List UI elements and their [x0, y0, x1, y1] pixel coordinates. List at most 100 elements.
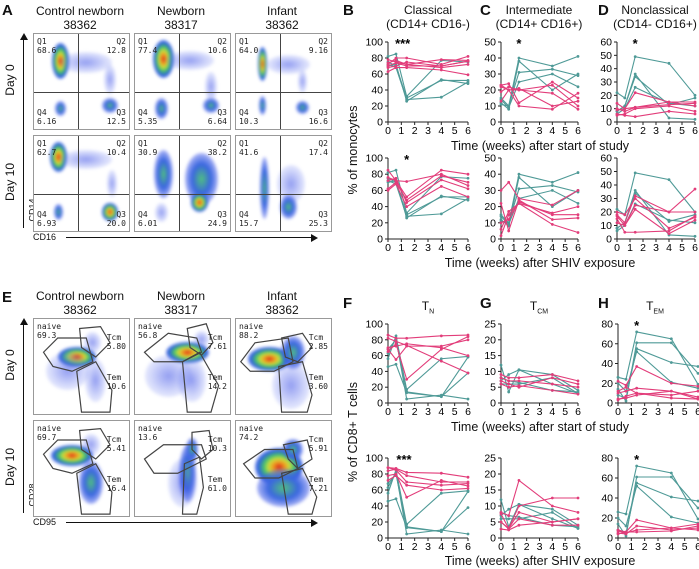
- data-point-teal: [386, 55, 390, 58]
- data-point-pink: [624, 389, 628, 393]
- flow-plot: Q1 30.9 Q2 38.2 Q3 24.9 Q4 6.01: [134, 135, 231, 232]
- x-tick-label: 5: [452, 406, 458, 418]
- gate-name: Q4: [37, 210, 47, 219]
- data-point-teal: [550, 511, 554, 514]
- y-tick-label: 40: [371, 85, 383, 97]
- gate-label: naive 69.7: [37, 424, 61, 442]
- x-tick-label: 2: [642, 541, 648, 553]
- data-point-pink: [394, 468, 398, 472]
- data-point-teal: [696, 499, 699, 503]
- data-point-teal: [394, 52, 398, 56]
- gate-name: Q4: [138, 210, 148, 219]
- gate-name: Q1: [239, 37, 249, 46]
- data-point-teal: [576, 85, 580, 89]
- data-point-pink: [517, 523, 521, 527]
- quadrant-label: Q4 6.01: [138, 210, 157, 228]
- cell-density: [154, 97, 169, 119]
- flow-plot: naive 69.3 Tcm 5.80 Tem 10.6: [33, 318, 130, 415]
- data-point-pink: [394, 56, 398, 60]
- gate-percent: 41.6: [239, 148, 259, 157]
- y-tick-label: 60: [601, 473, 613, 485]
- data-point-pink: [550, 382, 554, 386]
- data-point-pink: [405, 56, 409, 60]
- quadrant-label: Q4 5.35: [138, 108, 157, 126]
- data-point-pink: [693, 101, 697, 105]
- gate-percent: 16.4: [106, 484, 126, 493]
- gate-name: Tem: [308, 475, 324, 484]
- gate-name: Q1: [138, 139, 148, 148]
- data-point-teal: [669, 495, 673, 499]
- data-point-teal: [576, 527, 580, 530]
- data-point-teal: [669, 341, 673, 345]
- data-point-teal: [635, 484, 639, 488]
- data-point-pink: [439, 178, 443, 182]
- data-point-teal: [550, 517, 554, 521]
- data-point-teal: [405, 214, 409, 218]
- gate-name: Q2: [318, 37, 328, 46]
- data-point-pink: [623, 109, 627, 113]
- x-tick-label: 5: [682, 406, 688, 418]
- data-point-pink: [394, 59, 398, 62]
- data-point-pink: [623, 230, 627, 234]
- data-point-pink: [405, 471, 409, 474]
- data-point-teal: [633, 189, 637, 192]
- gate-name: Tem: [308, 373, 324, 382]
- gate-percent: 5.41: [106, 444, 126, 453]
- data-point-pink: [635, 530, 639, 534]
- data-point-pink: [507, 514, 511, 517]
- data-point-pink: [624, 396, 628, 400]
- data-point-teal: [696, 517, 699, 521]
- data-point-teal: [624, 534, 628, 538]
- data-point-teal: [696, 371, 699, 375]
- cell-density: [279, 195, 297, 220]
- data-point-pink: [550, 388, 554, 392]
- x-tick-label: 5: [562, 242, 568, 254]
- data-point-pink: [466, 180, 470, 184]
- data-point-teal: [439, 195, 443, 199]
- gate-name: Q4: [239, 210, 249, 219]
- x-tick-label: 2: [412, 541, 418, 553]
- data-point-pink: [386, 336, 390, 340]
- gate-percent: 6.93: [37, 219, 57, 228]
- data-point-pink: [439, 359, 443, 363]
- significance-marker: *: [404, 152, 410, 167]
- data-point-teal: [550, 189, 554, 192]
- data-point-teal: [466, 506, 470, 509]
- quadrant-label: Q4 15.7: [239, 210, 258, 228]
- data-point-pink: [693, 104, 697, 108]
- x-tick-label: 0: [498, 125, 504, 137]
- column-title: Control newborn 38362: [30, 4, 130, 32]
- data-point-pink: [635, 386, 639, 390]
- data-point-teal: [633, 72, 637, 76]
- gate-name: Tcm: [207, 333, 223, 342]
- data-point-pink: [466, 195, 470, 199]
- data-point-teal: [405, 525, 409, 529]
- data-point-pink: [386, 466, 390, 469]
- gate-percent: 68.6: [37, 46, 57, 55]
- gate-name: Q3: [116, 210, 126, 219]
- data-point-teal: [550, 64, 554, 68]
- data-point-teal: [615, 91, 619, 95]
- data-point-teal: [386, 482, 390, 485]
- y-tick-label: 10: [484, 101, 496, 113]
- quadrant-label: Q3 12.5: [107, 108, 126, 126]
- y-tick-label: 40: [371, 366, 383, 378]
- cell-density: [102, 203, 118, 221]
- data-point-pink: [386, 350, 390, 354]
- data-point-pink: [624, 385, 628, 389]
- data-point-teal: [499, 363, 503, 367]
- data-point-pink: [667, 226, 671, 230]
- x-axis-label-shiv: Time (weeks) after SHIV exposure: [444, 554, 636, 568]
- data-point-pink: [669, 529, 673, 533]
- gate-name: naive: [37, 322, 62, 331]
- gate-polygon-tcm: [80, 327, 110, 357]
- data-point-pink: [633, 203, 637, 207]
- data-point-teal: [616, 516, 620, 520]
- gate-polygon-naive: [145, 445, 207, 474]
- quadrant-line-vertical: [178, 136, 180, 231]
- x-axis-name: CD95: [33, 517, 57, 527]
- data-point-pink: [576, 511, 580, 514]
- quadrant-label: Q2 10.6: [208, 37, 227, 55]
